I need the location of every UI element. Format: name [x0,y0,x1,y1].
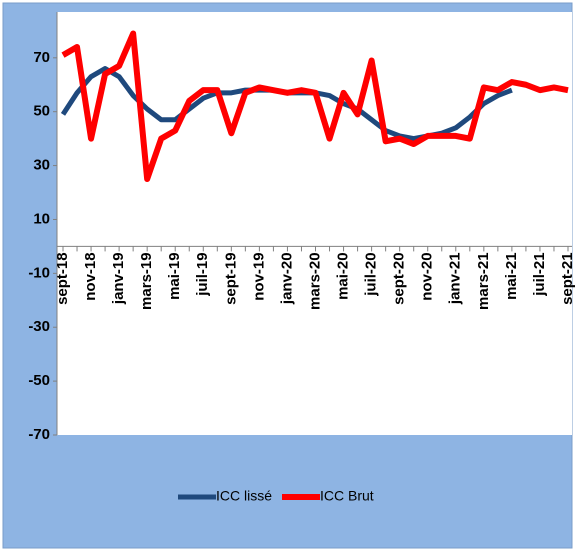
x-tick-label: mars-19 [138,252,155,310]
y-tick-label: 50 [33,103,50,120]
x-tick-label: mai-20 [335,252,352,300]
x-tick-label: janv-21 [447,252,464,305]
y-tick-label: -10 [28,264,50,281]
x-tick-label: janv-20 [278,252,295,305]
x-tick-label: mai-21 [503,252,520,300]
x-tick-label: sept-18 [54,252,71,305]
legend-label: ICC Brut [320,488,374,504]
y-tick-label: 30 [33,157,50,174]
x-tick-label: sept-19 [222,252,239,305]
x-tick-label: sept-21 [559,252,575,305]
y-tick-label: 10 [33,210,50,227]
plot-area [57,12,572,435]
x-tick-label: juil-19 [194,252,211,296]
y-tick-label: -30 [28,318,50,335]
x-tick-label: juil-21 [531,252,548,296]
x-tick-label: nov-18 [82,252,99,300]
x-tick-label: sept-20 [391,252,408,305]
x-tick-label: janv-19 [110,252,127,305]
y-tick-label: -70 [28,426,50,443]
y-tick-label: 70 [33,49,50,66]
x-tick-label: nov-19 [250,252,267,300]
x-tick-label: juil-20 [363,252,380,296]
series-line [61,30,569,183]
x-tick-label: mai-19 [166,252,183,300]
x-tick-label: nov-20 [419,252,436,300]
legend-label: ICC lissé [216,488,272,504]
y-tick-label: -50 [28,372,50,389]
x-tick-label: mars-21 [475,252,492,310]
x-tick-label: mars-20 [306,252,323,310]
